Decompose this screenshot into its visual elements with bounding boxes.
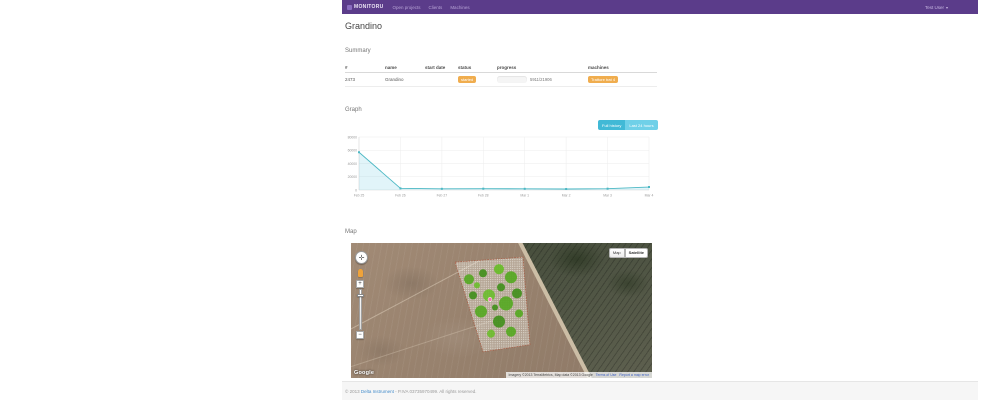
map-marker[interactable] (487, 297, 493, 302)
google-logo: Google (354, 370, 375, 376)
report-map-error-link[interactable]: Report a map error (619, 373, 649, 377)
nav-links: Open projects Clients Machines (393, 5, 470, 10)
user-menu[interactable]: Test User ▾ (925, 5, 948, 10)
svg-text:Mar 3: Mar 3 (603, 194, 612, 198)
summary-heading: Summary (345, 48, 371, 54)
zoom-out-button[interactable]: − (356, 331, 364, 339)
progress-chart: 0 20000 40000 60000 80000 Feb 25 Feb 26 Feb 27 F… (345, 132, 657, 206)
brand-label: MONITORU (354, 4, 384, 10)
svg-text:60000: 60000 (348, 149, 358, 153)
cell-progress: 5911/21906 (497, 76, 588, 83)
summary-table: # name start date status progress machin… (345, 63, 657, 87)
progress-count: 5911/21906 (530, 77, 552, 82)
zoom-slider-track[interactable] (359, 289, 362, 330)
full-history-button[interactable]: Full history (598, 120, 626, 131)
cell-machines: Trattore trat 4 (588, 76, 657, 83)
footer-prefix: © 2013 (345, 389, 360, 394)
terms-of-use-link[interactable]: Terms of Use (595, 373, 617, 377)
chart-svg: 0 20000 40000 60000 80000 Feb 25 Feb 26 Feb 27 F… (348, 135, 654, 198)
zoom-slider-handle[interactable] (356, 294, 364, 297)
svg-text:80000: 80000 (348, 135, 358, 139)
table-row: 2473 Grandino started 5911/21906 Trattor… (345, 73, 657, 87)
machine-badge: Trattore trat 4 (588, 76, 619, 83)
svg-text:Mar 2: Mar 2 (562, 194, 571, 198)
map-type-satellite-button[interactable]: Satellite (624, 248, 648, 258)
graph-heading: Graph (345, 107, 362, 113)
cell-name[interactable]: Grandino (385, 77, 404, 82)
last-24-hours-button[interactable]: Last 24 hours (625, 120, 658, 131)
col-start-date: start date (425, 65, 446, 70)
footer-text: © 2013 Delta Instrument - P.IVA 03735970… (345, 389, 477, 394)
nav-item-open-projects[interactable]: Open projects (392, 4, 421, 10)
svg-text:Mar 4: Mar 4 (645, 194, 654, 198)
page-title: Grandino (345, 21, 383, 31)
col-id: # (345, 65, 348, 70)
chevron-down-icon: ▾ (945, 4, 948, 10)
brand-logo-icon (347, 4, 352, 10)
attribution-text: Imagery ©2013 TerraMetrics, Map data ©20… (508, 373, 593, 377)
summary-table-header: # name start date status progress machin… (345, 63, 657, 73)
col-machines: machines (588, 65, 609, 70)
graph-range-buttons: Full history Last 24 hours (598, 120, 658, 131)
svg-text:Feb 27: Feb 27 (437, 194, 448, 198)
map-attribution: Imagery ©2013 TerraMetrics, Map data ©20… (505, 372, 652, 378)
svg-text:0: 0 (355, 188, 357, 192)
map-pan-control[interactable]: ✛ (355, 251, 368, 264)
svg-text:Mar 1: Mar 1 (520, 194, 529, 198)
status-badge: started (458, 76, 477, 83)
footer-company-link[interactable]: Delta Instrument (360, 389, 394, 394)
svg-text:Feb 28: Feb 28 (478, 194, 489, 198)
svg-text:20000: 20000 (348, 175, 358, 179)
progress-bar (497, 76, 527, 83)
footer-suffix: - P.IVA 03735970499. All rights reserved… (395, 389, 477, 394)
pegman-icon[interactable] (358, 269, 363, 277)
satellite-map[interactable]: ✛ + − Map Satellite Google Imagery ©2013… (351, 243, 652, 378)
cell-status: started (458, 76, 497, 83)
svg-text:Feb 26: Feb 26 (395, 194, 406, 198)
svg-text:Feb 25: Feb 25 (354, 194, 365, 198)
col-progress: progress (497, 65, 517, 70)
map-type-toggle: Map Satellite (608, 248, 648, 258)
map-type-map-button[interactable]: Map (608, 248, 625, 258)
cell-id: 2473 (345, 77, 356, 82)
nav-item-clients[interactable]: Clients (428, 4, 443, 10)
zoom-in-button[interactable]: + (356, 280, 364, 288)
top-navbar: MONITORU Open projects Clients Machines … (342, 0, 978, 14)
browser-viewport: MONITORU Open projects Clients Machines … (342, 0, 978, 400)
map-heading: Map (345, 229, 357, 235)
user-menu-label: Test User (924, 4, 944, 10)
planting-polygon-overlay (454, 256, 531, 353)
brand[interactable]: MONITORU (347, 4, 384, 10)
page-footer: © 2013 Delta Instrument - P.IVA 03735970… (342, 381, 978, 400)
col-name: name (385, 65, 397, 70)
col-status: status (458, 65, 472, 70)
svg-text:40000: 40000 (348, 162, 358, 166)
nav-item-machines[interactable]: Machines (450, 4, 470, 10)
